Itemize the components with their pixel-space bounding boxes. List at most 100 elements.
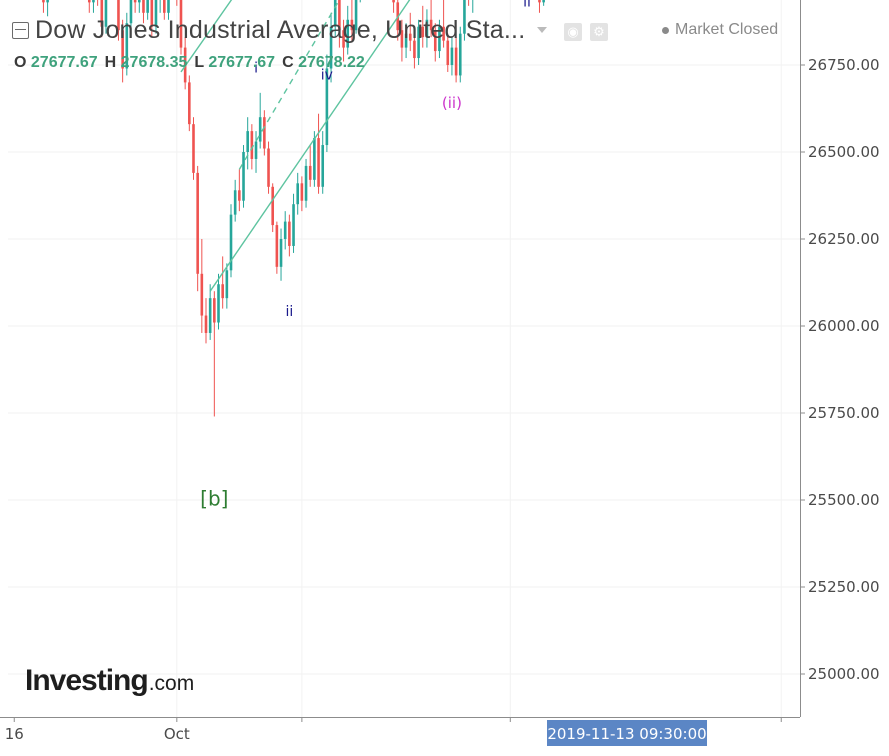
candle-body (42, 0, 45, 3)
candle-body (442, 26, 445, 41)
candle-body (100, 0, 104, 27)
candle-body (338, 0, 341, 31)
wave-label: (ii) (442, 94, 462, 112)
candle-body (104, 0, 108, 27)
candle-body (429, 19, 433, 31)
y-tick-label: 25000.00 (808, 665, 880, 683)
candle-body (225, 270, 229, 299)
candle-body (46, 0, 49, 3)
candle-body (242, 152, 245, 201)
time-badge-bg (547, 720, 708, 746)
ohlc-low: L 27677.67 (194, 54, 276, 71)
candle-body (154, 0, 158, 27)
chart-title: Dow Jones Industrial Average, United Sta… (35, 15, 526, 44)
candle-body (329, 26, 333, 69)
candle-body (454, 47, 458, 76)
ohlc-open: O 27677.67 (14, 54, 98, 71)
candle-body (433, 30, 437, 52)
eye-icon[interactable]: ◉ (564, 23, 582, 41)
candle-body (246, 131, 249, 152)
candle-body (196, 172, 199, 274)
candle-body (354, 0, 358, 31)
candle-body (408, 33, 412, 41)
candle-body (350, 19, 354, 31)
candle-body (421, 26, 425, 38)
candle-body (292, 204, 295, 246)
candle-body (288, 221, 291, 246)
grid (8, 0, 800, 717)
candle-body (400, 30, 404, 48)
candle-body (317, 138, 320, 187)
candle-body (204, 315, 208, 333)
candle-body (333, 0, 337, 27)
collapse-icon[interactable] (12, 21, 29, 39)
wave-label: ii (285, 304, 293, 320)
candle-body (129, 0, 133, 24)
y-tick-label: 25750.00 (808, 404, 880, 422)
candle-body (413, 40, 416, 59)
candle-body (238, 190, 241, 201)
ohlc-readout: O 27677.67 H 27678.35 L 27677.67 C 27678… (14, 54, 365, 72)
candle-body (250, 131, 254, 159)
candle-body (542, 0, 545, 3)
candle-body (92, 0, 95, 3)
candle-body (275, 225, 279, 267)
candle-body (133, 0, 137, 3)
elliott-channels (180, 0, 411, 292)
candle-body (458, 33, 462, 76)
candle-body (342, 30, 345, 48)
candle-body (296, 183, 300, 205)
chevron-down-icon[interactable] (537, 27, 548, 33)
candle-body (163, 0, 166, 13)
candle-body (279, 239, 283, 267)
candle-body (229, 214, 233, 271)
candle-body (208, 298, 212, 333)
ohlc-high: H 27678.35 (104, 54, 188, 71)
candle-body (221, 284, 224, 299)
candle-body (271, 186, 274, 226)
candle-body (150, 0, 154, 27)
candle-body (538, 0, 541, 3)
status-dot-icon (662, 26, 669, 34)
candle-body (304, 165, 308, 201)
ohlc-close: C 27678.22 (282, 54, 365, 71)
candles (42, 0, 545, 417)
candle-body (300, 183, 304, 201)
candle-body (258, 117, 262, 142)
candle-body (267, 148, 270, 187)
candle-body (283, 221, 287, 239)
candle-body (192, 124, 195, 173)
candle-body (217, 284, 220, 323)
candle-body (321, 145, 325, 187)
y-tick-label: 26000.00 (808, 317, 880, 335)
wave-label: [b] (200, 487, 228, 511)
x-tick-label: Oct (164, 725, 190, 743)
market-status-text: Market Closed (675, 21, 779, 38)
candle-body (167, 0, 170, 13)
y-tick-label: 26500.00 (808, 143, 880, 161)
y-tick-label: 25250.00 (808, 578, 880, 596)
candle-body (404, 33, 408, 48)
wave-label: ii (523, 0, 531, 10)
candle-body (450, 47, 454, 65)
time-badge: 2019-11-13 09:30:00 (547, 725, 706, 743)
investing-logo: Investing .com (25, 664, 195, 697)
candle-body (121, 30, 124, 69)
candle-body (425, 19, 429, 38)
candle-body (233, 190, 237, 215)
candle-body (463, 0, 466, 34)
y-tick-label: 26750.00 (808, 56, 880, 74)
candle-body (308, 165, 312, 180)
channel-line (209, 0, 411, 292)
candle-body (87, 0, 91, 3)
candle-body (446, 40, 450, 65)
wave-labels: [b]iiiiiiivv(i)(ii)iiiiiiivv(iii)(iv)(v)… (200, 0, 531, 511)
y-tick-label: 26250.00 (808, 230, 880, 248)
candle-body (125, 23, 129, 69)
candle-body (117, 0, 120, 31)
gear-icon[interactable]: ⚙ (590, 23, 608, 41)
candle-body (213, 298, 216, 323)
wave-label: i (254, 60, 258, 76)
